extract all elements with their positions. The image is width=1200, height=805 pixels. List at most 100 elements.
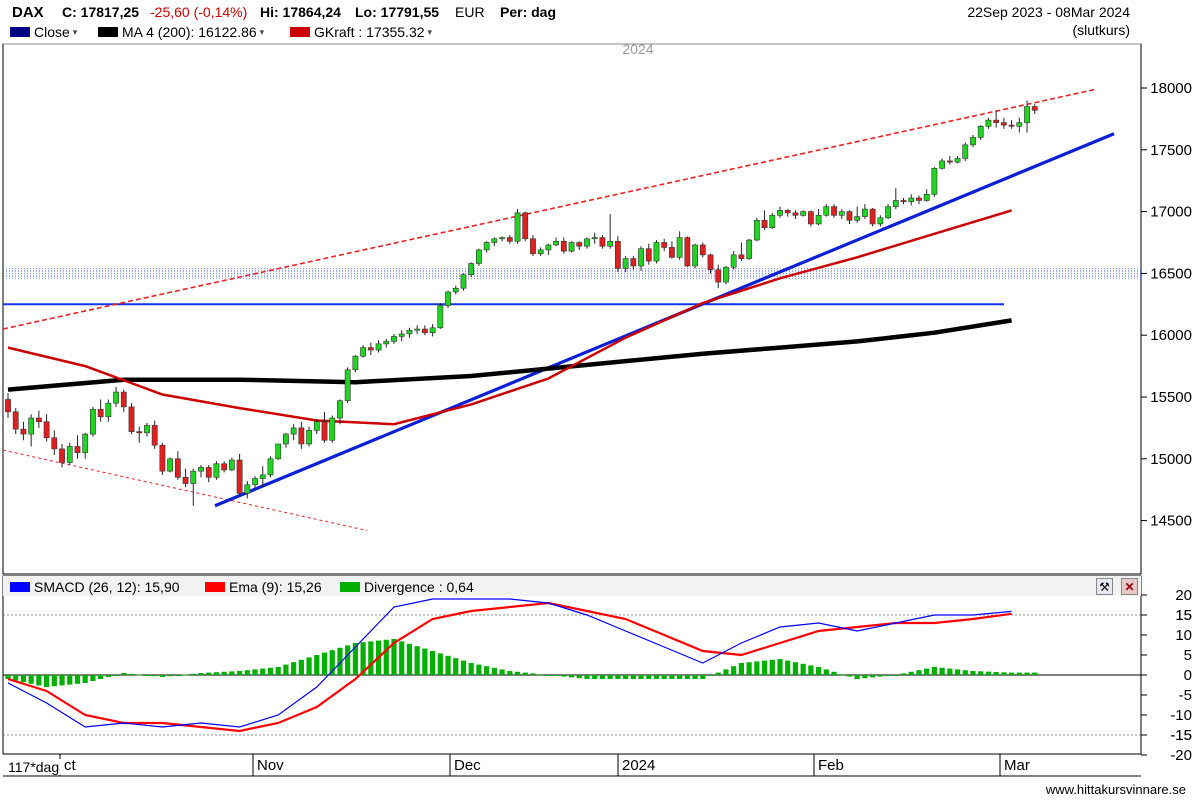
- wrench-icon[interactable]: ⚒: [1096, 578, 1113, 595]
- candle-body: [298, 427, 305, 445]
- candle-body: [846, 211, 853, 221]
- divergence-bar: [1024, 672, 1030, 675]
- divergence-bar: [522, 672, 528, 675]
- candle-body: [391, 336, 397, 342]
- x-axis-label: Feb: [818, 757, 844, 774]
- candle-body: [792, 212, 799, 216]
- legend-ma[interactable]: MA 4 (200): 16122.86 ▾: [98, 23, 264, 41]
- candle-body: [707, 254, 714, 270]
- candle-body: [738, 254, 745, 259]
- divergence-bar: [121, 673, 127, 675]
- candle-body: [460, 274, 467, 289]
- price-y-tick-label: 17000: [1150, 204, 1192, 221]
- candle-body: [43, 421, 50, 439]
- candle-body: [676, 237, 683, 258]
- candle-body: [977, 126, 984, 138]
- candle-body: [499, 237, 505, 240]
- candle-body: [993, 119, 1000, 123]
- upper-channel-line: [2, 88, 1097, 330]
- divergence-bar: [931, 667, 937, 675]
- divergence-bar: [514, 671, 521, 675]
- date-range: 22Sep 2023 - 08Mar 2024: [967, 4, 1130, 20]
- divergence-bar: [414, 646, 420, 675]
- price-y-tick-label: 15000: [1150, 451, 1192, 468]
- candle-body: [414, 328, 421, 331]
- candle-body: [622, 258, 629, 269]
- candle-body: [228, 459, 235, 471]
- divergence-bar: [507, 671, 513, 675]
- chevron-down-icon[interactable]: ▾: [72, 26, 78, 37]
- divergence-bar: [584, 675, 590, 679]
- candle-body: [831, 206, 837, 216]
- divergence-bar: [761, 660, 768, 675]
- divergence-bar: [167, 675, 173, 677]
- candle-body: [862, 208, 868, 217]
- candle-body: [213, 463, 220, 478]
- candle-body: [537, 249, 544, 254]
- divergence-bar: [846, 675, 853, 677]
- candle-body: [869, 208, 876, 225]
- candle-body: [807, 211, 814, 225]
- divergence-bar: [908, 671, 914, 675]
- candle-body: [267, 458, 274, 476]
- legend-gkraft[interactable]: GKraft : 17355.32 ▾: [290, 23, 432, 41]
- candle-body: [753, 219, 760, 241]
- candle-body: [59, 448, 65, 463]
- candle-body: [406, 329, 413, 335]
- close-icon[interactable]: ✕: [1121, 578, 1138, 595]
- divergence-bar: [630, 675, 636, 679]
- macd-y-tick-label: -10: [1170, 707, 1192, 724]
- candle-body: [120, 391, 127, 408]
- divergence-bar: [252, 669, 258, 675]
- candle-body: [892, 200, 899, 207]
- price-y-tick-label: 14500: [1150, 513, 1192, 530]
- site-label: www.hittakursvinnare.se: [1045, 782, 1186, 797]
- candle-body: [136, 431, 143, 434]
- divergence-bar: [182, 674, 189, 676]
- divergence-bar: [900, 673, 907, 675]
- divergence-bar: [893, 675, 899, 676]
- x-axis-label: ct: [64, 757, 77, 774]
- divergence-bar: [715, 672, 721, 675]
- divergence-bar: [221, 671, 227, 675]
- divergence-bar: [352, 643, 358, 675]
- candle-body: [445, 291, 451, 306]
- divergence-bar: [314, 655, 320, 675]
- legend-swatch: [205, 582, 225, 592]
- candle-body: [35, 417, 42, 423]
- candle-body: [128, 406, 135, 432]
- candle-body: [684, 237, 691, 267]
- smacd-line: [7, 598, 1012, 728]
- candle-body: [614, 240, 621, 269]
- candle-body: [560, 240, 567, 252]
- macd-legend-smacd: SMACD (26, 12): 15,90: [10, 578, 180, 596]
- legend-close[interactable]: Close ▾: [10, 23, 77, 41]
- divergence-bar: [792, 662, 799, 675]
- macd-legend-divergence-label: Divergence : 0,64: [364, 579, 474, 595]
- divergence-bar: [213, 672, 220, 675]
- divergence-bar: [67, 675, 73, 685]
- timespan-label: 117*dag: [6, 759, 62, 775]
- candle-body: [476, 249, 482, 264]
- chevron-down-icon[interactable]: ▾: [427, 26, 433, 37]
- candle-body: [1016, 122, 1023, 127]
- symbol-label: DAX: [12, 4, 44, 21]
- divergence-bar: [615, 675, 621, 679]
- candle-body: [113, 391, 119, 404]
- divergence-bar: [646, 675, 652, 679]
- candle-body: [66, 446, 73, 463]
- candle-body: [82, 433, 89, 453]
- candle-body: [669, 247, 675, 258]
- candle-body: [946, 160, 953, 163]
- candle-body: [468, 263, 475, 275]
- candle-body: [800, 211, 807, 216]
- divergence-bar: [128, 673, 135, 675]
- chevron-down-icon[interactable]: ▾: [259, 26, 265, 37]
- candle-body: [105, 402, 112, 418]
- divergence-bar: [90, 675, 96, 681]
- candle-body: [545, 244, 552, 251]
- candle-body: [429, 327, 436, 334]
- legend-swatch: [98, 27, 118, 37]
- divergence-bar: [669, 675, 675, 679]
